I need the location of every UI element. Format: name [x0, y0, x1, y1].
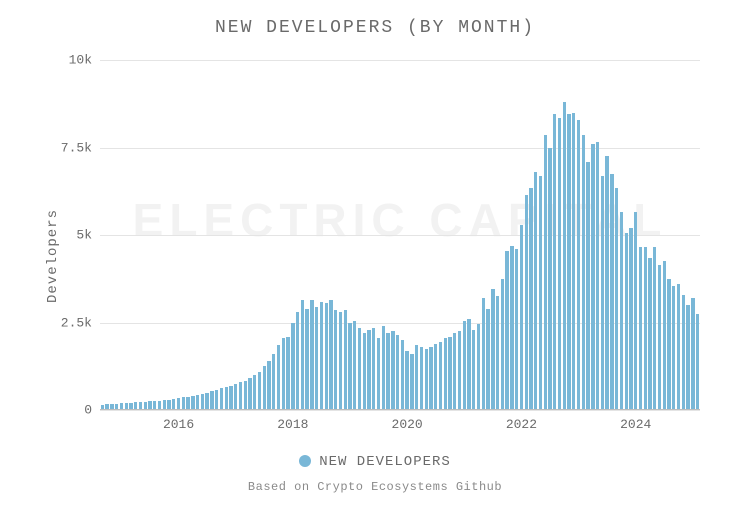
xtick-label: 2022 — [506, 417, 537, 432]
caption: Based on Crypto Ecosystems Github — [0, 480, 750, 494]
axes-layer: 20162018202020222024 — [100, 60, 700, 410]
ytick-label: 2.5k — [50, 315, 92, 330]
ytick-label: 10k — [50, 53, 92, 68]
plot-area: ELECTRIC CAPITAL 02.5k5k7.5k10k 20162018… — [100, 60, 700, 410]
chart-container: NEW DEVELOPERS (BY MONTH) Developers ELE… — [0, 0, 750, 512]
legend-label: NEW DEVELOPERS — [319, 454, 451, 470]
x-axis-line — [100, 409, 700, 410]
legend-marker-icon — [299, 455, 311, 467]
ytick-label: 7.5k — [50, 140, 92, 155]
y-axis-label: Developers — [45, 209, 61, 303]
xtick-label: 2018 — [277, 417, 308, 432]
ytick-label: 5k — [50, 228, 92, 243]
xtick-label: 2020 — [392, 417, 423, 432]
chart-title: NEW DEVELOPERS (BY MONTH) — [0, 18, 750, 38]
xtick-label: 2024 — [620, 417, 651, 432]
xtick-label: 2016 — [163, 417, 194, 432]
ytick-label: 0 — [50, 403, 92, 418]
gridline — [100, 410, 700, 411]
legend: NEW DEVELOPERS — [0, 454, 750, 470]
